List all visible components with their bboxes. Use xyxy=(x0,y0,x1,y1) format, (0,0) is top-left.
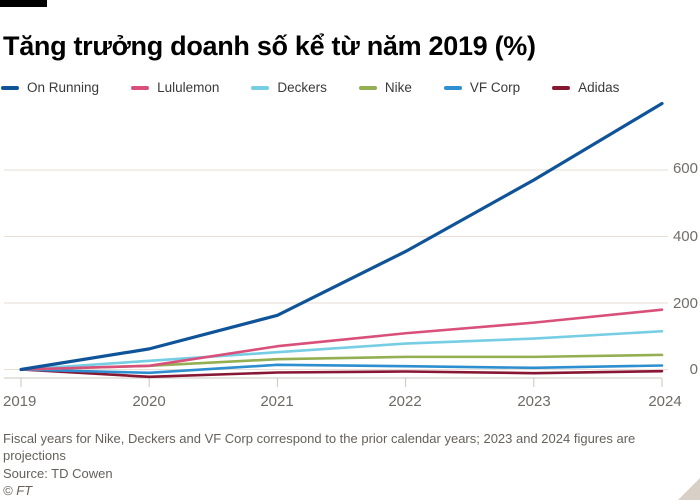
x-axis-label-2024: 2024 xyxy=(648,393,682,410)
y-axis-label-0: 0 xyxy=(689,361,698,378)
legend-label: Nike xyxy=(384,80,412,95)
corner-triangle-icon xyxy=(678,478,700,500)
vf-corp-swatch-icon xyxy=(443,85,462,90)
legend-item-vf-corp: VF Corp xyxy=(443,80,521,95)
x-axis-label-2023: 2023 xyxy=(517,393,551,410)
legend-item-nike: Nike xyxy=(358,80,412,95)
footnote: Fiscal years for Nike, Deckers and VF Co… xyxy=(3,431,636,463)
legend-item-deckers: Deckers xyxy=(251,80,327,95)
legend-label: Deckers xyxy=(277,80,327,95)
legend-label: VF Corp xyxy=(469,80,521,95)
x-axis-label-2020: 2020 xyxy=(132,393,166,410)
legend-item-on-running: On Running xyxy=(1,80,99,95)
x-axis-label-2019: 2019 xyxy=(3,393,37,410)
lululemon-swatch-icon xyxy=(131,85,150,90)
top-rule xyxy=(0,0,47,7)
legend-item-adidas: Adidas xyxy=(552,80,619,95)
adidas-swatch-icon xyxy=(552,85,571,90)
x-axis-label-2022: 2022 xyxy=(388,393,422,410)
deckers-swatch-icon xyxy=(251,85,270,90)
chart-title: Tăng trưởng doanh số kể từ năm 2019 (%) xyxy=(3,31,536,62)
y-axis-label-400: 400 xyxy=(672,228,698,245)
nike-swatch-icon xyxy=(358,85,377,90)
ft-credit: © FT xyxy=(3,483,33,498)
legend-label: Adidas xyxy=(578,80,620,95)
legend-label: Lululemon xyxy=(157,80,220,95)
legend-item-lululemon: Lululemon xyxy=(131,80,219,95)
y-axis-label-200: 200 xyxy=(672,295,698,312)
y-axis-label-600: 600 xyxy=(672,160,698,177)
x-axis-label-2021: 2021 xyxy=(260,393,294,410)
legend: On Running Lululemon Deckers Nike VF Cor… xyxy=(1,80,619,95)
source-line: Source: TD Cowen xyxy=(3,466,113,481)
on-running-swatch-icon xyxy=(1,85,19,90)
legend-label: On Running xyxy=(27,80,100,95)
